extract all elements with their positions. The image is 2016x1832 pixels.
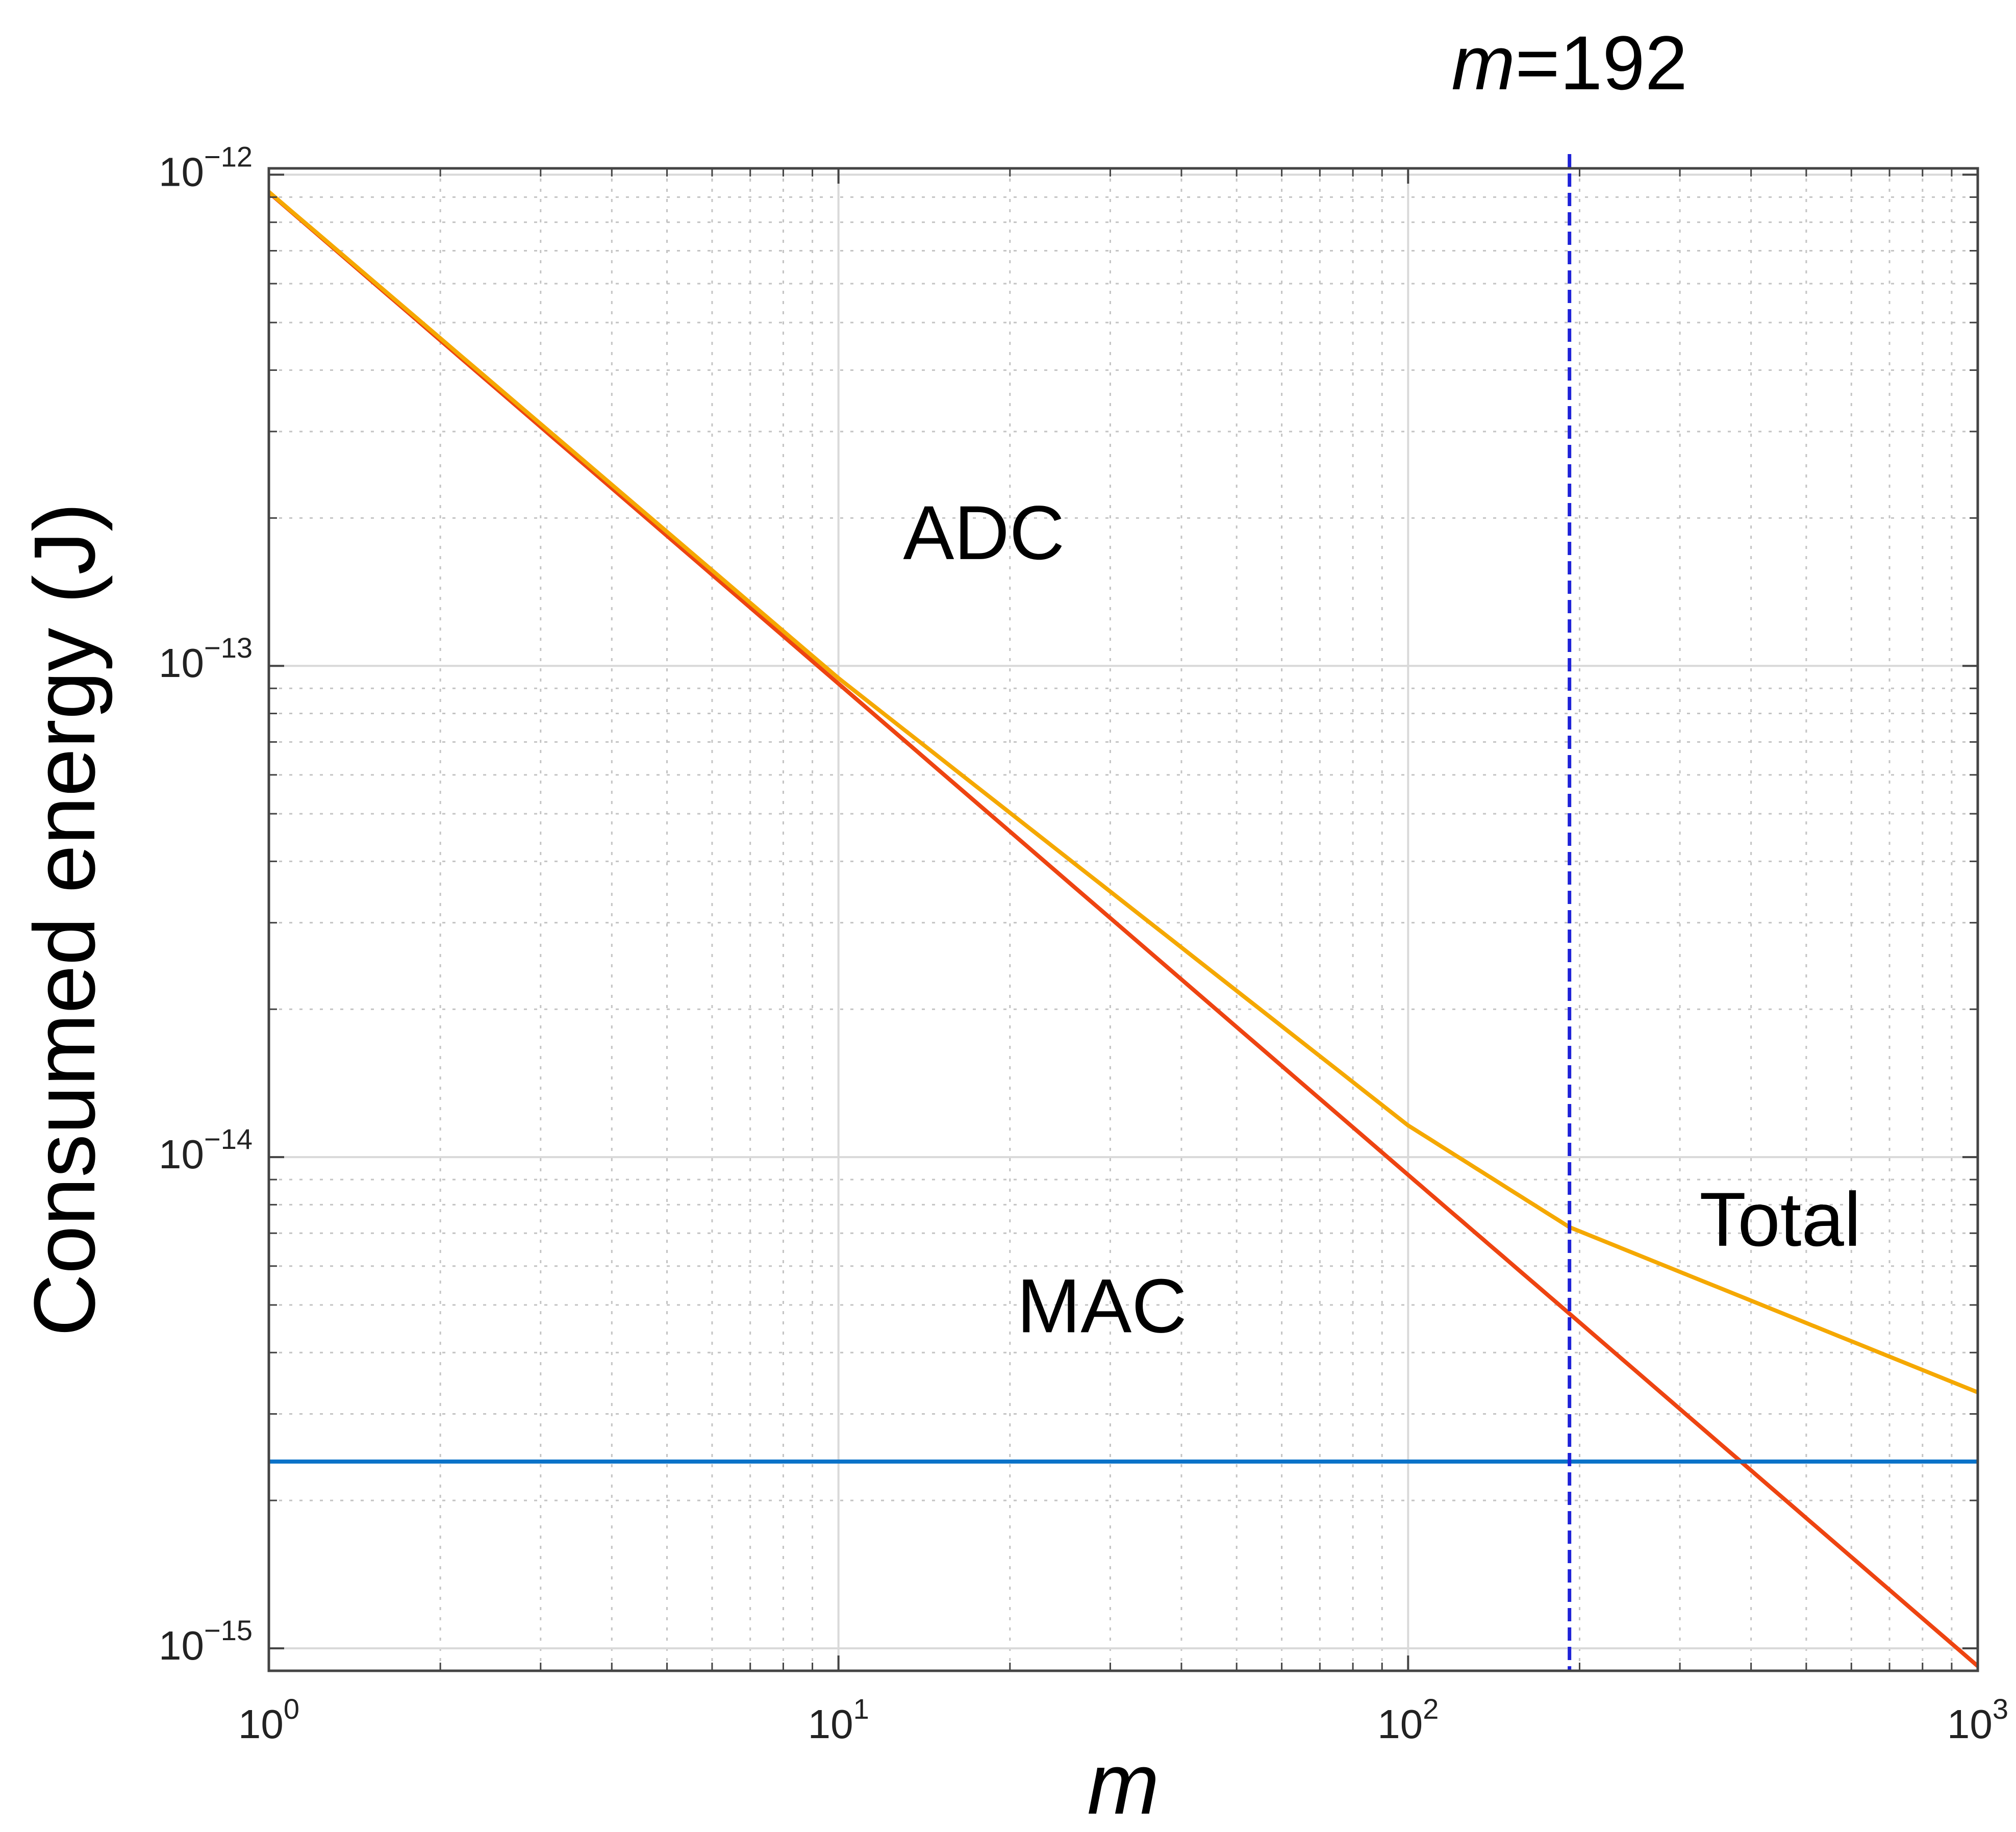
plot-frame bbox=[267, 167, 1979, 1672]
y-tick-label-base: 10 bbox=[159, 1623, 204, 1668]
x-axis-title: m bbox=[1087, 1736, 1160, 1832]
y-tick-label-exponent: −13 bbox=[204, 632, 253, 664]
x-tick-label: 101 bbox=[808, 1693, 869, 1747]
x-tick-label-base: 10 bbox=[808, 1701, 853, 1747]
marker-label-value: =192 bbox=[1515, 20, 1687, 106]
x-tick-label-exponent: 2 bbox=[1423, 1693, 1439, 1725]
x-tick-label: 100 bbox=[238, 1693, 299, 1747]
x-tick-label-exponent: 0 bbox=[284, 1693, 299, 1725]
y-tick-label-base: 10 bbox=[159, 640, 204, 686]
y-tick-label: 10−15 bbox=[159, 1614, 253, 1668]
series-group bbox=[267, 190, 1979, 1668]
series-label-mac: MAC bbox=[1017, 1263, 1187, 1348]
y-tick-label: 10−13 bbox=[159, 632, 253, 686]
y-tick-label-exponent: −12 bbox=[204, 140, 253, 172]
x-tick-label-exponent: 3 bbox=[1993, 1693, 2008, 1725]
x-tick-label: 103 bbox=[1947, 1693, 2008, 1747]
y-tick-label: 10−12 bbox=[159, 140, 253, 194]
y-tick-label: 10−14 bbox=[159, 1123, 253, 1177]
x-tick-label-exponent: 1 bbox=[853, 1693, 869, 1725]
x-tick-label-base: 10 bbox=[1947, 1701, 1993, 1747]
marker-label: m=192 bbox=[1451, 20, 1687, 106]
series-line-total bbox=[267, 190, 1979, 1394]
x-tick-label: 102 bbox=[1377, 1693, 1439, 1747]
x-tick-label-base: 10 bbox=[1377, 1701, 1423, 1747]
y-tick-label-exponent: −15 bbox=[204, 1614, 253, 1646]
annotations: ADC MAC Total bbox=[903, 490, 1861, 1349]
series-label-adc: ADC bbox=[903, 490, 1065, 575]
y-tick-label-exponent: −14 bbox=[204, 1123, 253, 1155]
ticks bbox=[268, 168, 1979, 1672]
series-label-total: Total bbox=[1699, 1176, 1861, 1262]
y-axis-title: Consumed energy (J) bbox=[16, 503, 113, 1337]
x-tick-label-base: 10 bbox=[238, 1701, 284, 1747]
y-tick-label-base: 10 bbox=[159, 1132, 204, 1177]
y-tick-label-base: 10 bbox=[159, 149, 204, 194]
marker-label-var: m bbox=[1451, 20, 1515, 106]
series-line-adc bbox=[267, 191, 1979, 1668]
